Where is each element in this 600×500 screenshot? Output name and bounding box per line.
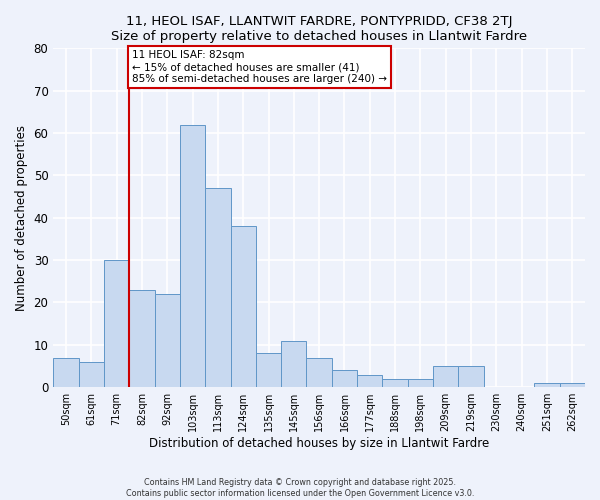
Bar [53, 358, 79, 387]
Text: 11 HEOL ISAF: 82sqm
← 15% of detached houses are smaller (41)
85% of semi-detach: 11 HEOL ISAF: 82sqm ← 15% of detached ho… [132, 50, 387, 84]
Bar [357, 374, 382, 387]
Bar [281, 340, 307, 387]
Y-axis label: Number of detached properties: Number of detached properties [15, 125, 28, 311]
Text: Contains HM Land Registry data © Crown copyright and database right 2025.
Contai: Contains HM Land Registry data © Crown c… [126, 478, 474, 498]
Bar [129, 290, 155, 387]
Bar [180, 124, 205, 387]
Title: 11, HEOL ISAF, LLANTWIT FARDRE, PONTYPRIDD, CF38 2TJ
Size of property relative t: 11, HEOL ISAF, LLANTWIT FARDRE, PONTYPRI… [111, 15, 527, 43]
Bar [535, 383, 560, 387]
Bar [79, 362, 104, 387]
Bar [458, 366, 484, 387]
Bar [560, 383, 585, 387]
Bar [307, 358, 332, 387]
Bar [433, 366, 458, 387]
Bar [332, 370, 357, 387]
Bar [382, 378, 408, 387]
Bar [256, 354, 281, 387]
Bar [205, 188, 230, 387]
Bar [104, 260, 129, 387]
Bar [230, 226, 256, 387]
Bar [155, 294, 180, 387]
Bar [408, 378, 433, 387]
X-axis label: Distribution of detached houses by size in Llantwit Fardre: Distribution of detached houses by size … [149, 437, 489, 450]
